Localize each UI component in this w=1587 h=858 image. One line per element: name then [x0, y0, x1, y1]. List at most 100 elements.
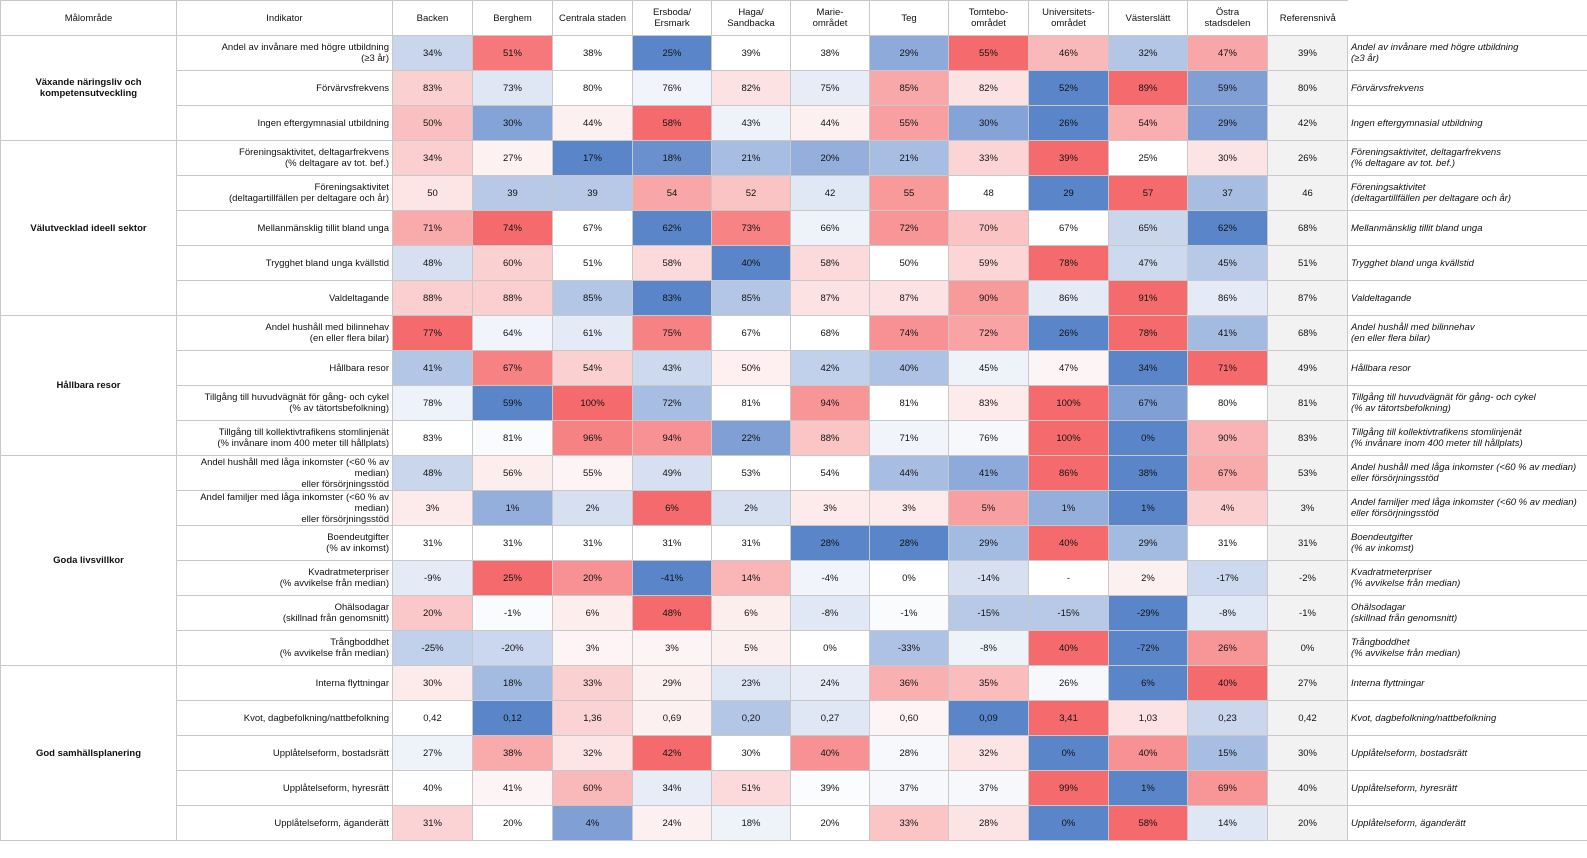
value-cell: -4%	[790, 560, 870, 596]
value-cell: 28%	[869, 735, 949, 771]
value-cell: 61%	[552, 315, 633, 351]
table-row: Kvot, dagbefolkning/nattbefolkning 0,42 0,…	[1, 700, 1587, 736]
value-cell: 31%	[392, 805, 473, 841]
value-cell: 6%	[711, 595, 791, 631]
value-cell: -14%	[948, 560, 1029, 596]
value-cell: 34%	[392, 140, 473, 176]
value-cell: 1%	[1108, 490, 1188, 526]
header-area: Marie- området	[790, 0, 870, 36]
value-cell: 38%	[552, 35, 633, 71]
indikator-note: Valdeltagande	[1347, 280, 1587, 316]
table-row: Ingen eftergymnasial utbildning 50% 30% 44%…	[1, 105, 1587, 141]
value-cell: 14%	[1187, 805, 1268, 841]
value-cell: 29%	[1108, 525, 1188, 561]
value-cell: 39%	[790, 770, 870, 806]
value-cell: 41%	[392, 350, 473, 386]
header-area: Östra stadsdelen	[1187, 0, 1268, 36]
indikator-note: Upplåtelseform, bostadsrätt	[1347, 735, 1587, 771]
value-cell: 0,12	[472, 700, 553, 736]
value-cell: 34%	[1108, 350, 1188, 386]
value-cell: 81%	[472, 420, 553, 456]
value-cell: 4%	[1187, 490, 1268, 526]
malomrade-cell: Goda livsvillkor	[0, 455, 177, 666]
value-cell: 54%	[552, 350, 633, 386]
value-cell: 39	[472, 175, 553, 211]
indikator-cell: Boendeutgifter (% av inkomst)	[176, 525, 393, 561]
indikator-cell: Valdeltagande	[176, 280, 393, 316]
value-cell: 27%	[472, 140, 553, 176]
table-row: Trångboddhet (% avvikelse från median) -2…	[1, 630, 1587, 666]
value-cell: 31%	[1187, 525, 1268, 561]
value-cell: 85%	[711, 280, 791, 316]
value-cell: 5%	[711, 630, 791, 666]
value-cell: 86%	[1028, 280, 1109, 316]
value-cell: 4%	[552, 805, 633, 841]
header-note-spacer	[1347, 0, 1587, 36]
value-cell: -72%	[1108, 630, 1188, 666]
value-cell: 30%	[472, 105, 553, 141]
value-cell: 31%	[552, 525, 633, 561]
value-cell: 100%	[1028, 385, 1109, 421]
table-row: Valdeltagande 88% 88% 85% 83% 85% 87% 87% 90% 86%…	[1, 280, 1587, 316]
value-cell: 88%	[790, 420, 870, 456]
table-row: Andel familjer med låga inkomster (<60 %…	[1, 490, 1587, 526]
indikator-cell: Föreningsaktivitet, deltagarfrekvens (% …	[176, 140, 393, 176]
value-cell: 28%	[948, 805, 1029, 841]
value-cell: 59%	[472, 385, 553, 421]
referensniva-cell: 20%	[1267, 805, 1348, 841]
value-cell: 100%	[552, 385, 633, 421]
indikator-note: Upplåtelseform, hyresrätt	[1347, 770, 1587, 806]
value-cell: 70%	[948, 210, 1029, 246]
value-cell: 18%	[632, 140, 712, 176]
value-cell: -17%	[1187, 560, 1268, 596]
value-cell: 32%	[1108, 35, 1188, 71]
value-cell: 81%	[711, 385, 791, 421]
malomrade-cell: Välutvecklad ideell sektor	[0, 140, 177, 316]
referensniva-cell: 49%	[1267, 350, 1348, 386]
value-cell: 40%	[790, 735, 870, 771]
value-cell: 67%	[711, 315, 791, 351]
table-row: Upplåtelseform, äganderätt 31% 20% 4% 24% 18%…	[1, 805, 1587, 841]
table-row: Ohälsodagar (skillnad från genomsnitt) 20…	[1, 595, 1587, 631]
value-cell: 34%	[632, 770, 712, 806]
referensniva-cell: 46	[1267, 175, 1348, 211]
value-cell: 94%	[790, 385, 870, 421]
indikator-cell: Hållbara resor	[176, 350, 393, 386]
referensniva-cell: 83%	[1267, 420, 1348, 456]
value-cell: 74%	[869, 315, 949, 351]
referensniva-cell: 42%	[1267, 105, 1348, 141]
referensniva-cell: 30%	[1267, 735, 1348, 771]
referensniva-cell: 68%	[1267, 210, 1348, 246]
value-cell: 40%	[1187, 665, 1268, 701]
value-cell: 54%	[1108, 105, 1188, 141]
table-row: Växande näringsliv och kompetensutveckli…	[0, 35, 1587, 141]
value-cell: 59%	[948, 245, 1029, 281]
referensniva-cell: 80%	[1267, 70, 1348, 106]
value-cell: 83%	[392, 420, 473, 456]
value-cell: 3%	[632, 630, 712, 666]
header-referensniva: Referensnivå	[1267, 0, 1348, 36]
indikator-note: Andel hushåll med låga inkomster (<60 % …	[1347, 455, 1587, 491]
indikator-cell: Andel hushåll med bilinnehav (en eller f…	[176, 315, 393, 351]
value-cell: 55%	[869, 105, 949, 141]
value-cell: 26%	[1028, 665, 1109, 701]
value-cell: 52	[711, 175, 791, 211]
value-cell: -1%	[472, 595, 553, 631]
indikator-note: Trångboddhet (% avvikelse från median)	[1347, 630, 1587, 666]
indikator-cell: Kvadratmeterpriser (% avvikelse från med…	[176, 560, 393, 596]
value-cell: 39%	[1028, 140, 1109, 176]
header-area: Tomtebo- området	[948, 0, 1029, 36]
indikator-cell: Ingen eftergymnasial utbildning	[176, 105, 393, 141]
value-cell: 51%	[711, 770, 791, 806]
value-cell: 3%	[869, 490, 949, 526]
value-cell: 33%	[869, 805, 949, 841]
value-cell: 50%	[869, 245, 949, 281]
value-cell: 48%	[632, 595, 712, 631]
referensniva-cell: 87%	[1267, 280, 1348, 316]
table-row: Mellanmänsklig tillit bland unga 71% 74% 67…	[1, 210, 1587, 246]
value-cell: 80%	[1187, 385, 1268, 421]
value-cell: 2%	[552, 490, 633, 526]
value-cell: 67%	[1108, 385, 1188, 421]
value-cell: 30%	[948, 105, 1029, 141]
